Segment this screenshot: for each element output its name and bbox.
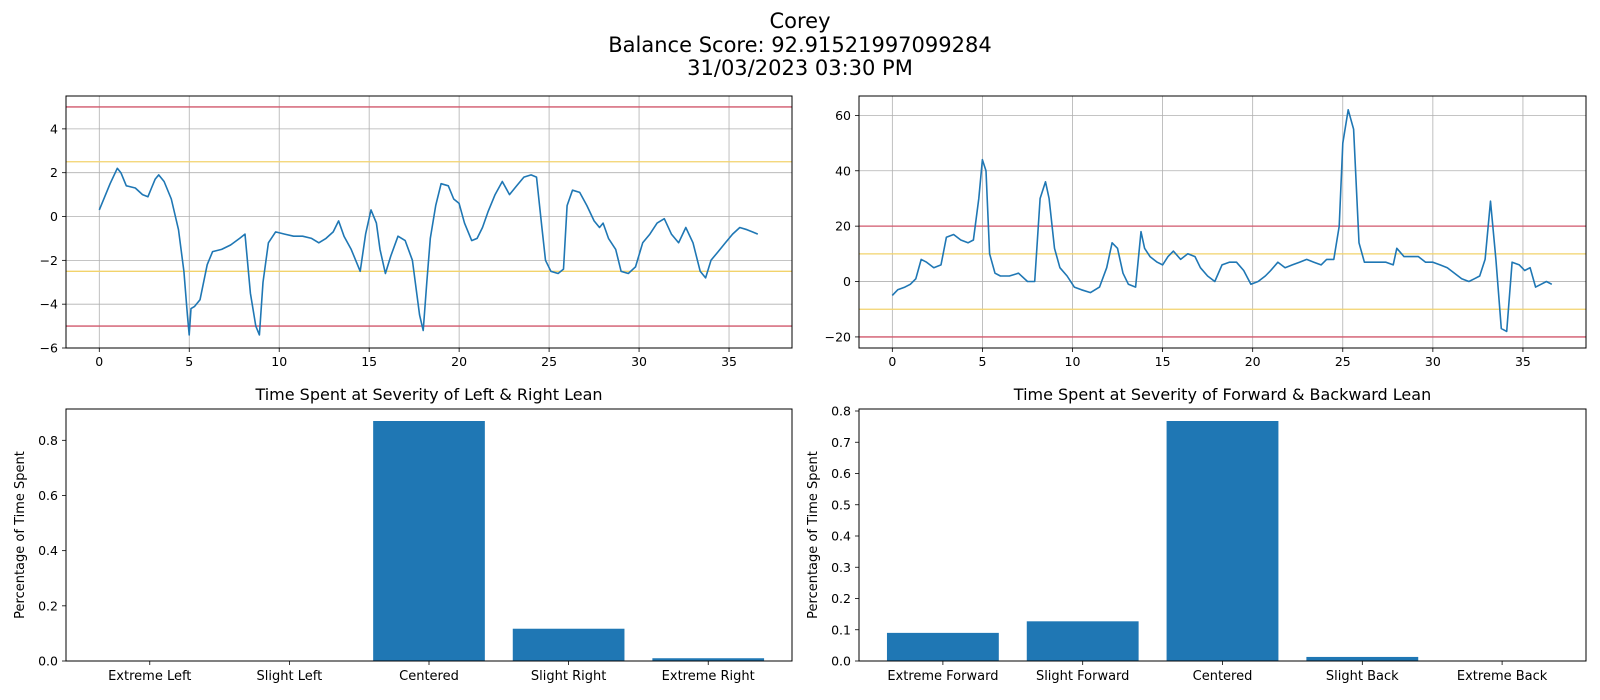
bar-extreme-forward: [886, 632, 999, 661]
bar-slight-back: [1306, 656, 1419, 661]
x-tick-label: 35: [721, 354, 737, 369]
chart-1: 0 5 10 15 20 25 30 35 −6 −4 −2 0 2 4: [40, 95, 793, 369]
y-axis-label: Percentage of Time Spent: [806, 451, 821, 619]
x-tick-label: Slight Left: [257, 669, 323, 684]
y-axis-label: Percentage of Time Spent: [13, 451, 28, 619]
figure-title-balance-score: Balance Score: 92.91521997099284: [608, 33, 992, 57]
x-tick-label: 25: [541, 354, 557, 369]
x-tick-label: 20: [451, 354, 467, 369]
y-tick-label: 0.3: [831, 560, 851, 575]
y-tick-label: 40: [835, 163, 851, 178]
bar-centered: [1166, 421, 1279, 661]
y-tick-label: −20: [825, 329, 851, 344]
y-tick-label: 0.0: [38, 654, 58, 669]
x-tick-label: 25: [1335, 354, 1351, 369]
chart-2: 0 5 10 15 20 25 30 35 −20 0 20 40 60: [825, 95, 1587, 369]
y-tick-label: 0.6: [38, 488, 58, 503]
series-line: [98, 167, 759, 336]
x-tick-label: Extreme Back: [1457, 669, 1548, 684]
y-tick-label: 0.1: [831, 622, 851, 637]
x-tick-label: Extreme Left: [108, 669, 191, 684]
chart-3: Extreme Left Slight Left Centered Slight Ri…: [13, 385, 793, 684]
y-tick-label: −6: [40, 341, 58, 356]
y-tick-label: 0.8: [38, 433, 58, 448]
y-tick-label: 0: [50, 209, 58, 224]
x-tick-label: Centered: [1193, 669, 1253, 684]
y-tick-label: 0.5: [831, 497, 851, 512]
bar-extreme-right: [652, 658, 765, 661]
x-tick-label: 5: [978, 354, 986, 369]
chart-title: Time Spent at Severity of Forward & Back…: [1013, 385, 1431, 404]
x-tick-label: 15: [1155, 354, 1171, 369]
x-tick-label: 15: [361, 354, 377, 369]
y-tick-label: −4: [40, 297, 58, 312]
y-tick-label: 0.2: [831, 591, 851, 606]
y-tick-label: 0.6: [831, 466, 851, 481]
bar-slight-right: [512, 628, 625, 661]
y-tick-label: −2: [40, 253, 58, 268]
x-tick-label: 5: [185, 354, 193, 369]
y-tick-label: 0.4: [831, 529, 851, 544]
axes-frame: [858, 95, 1587, 349]
x-tick-label: 10: [271, 354, 287, 369]
y-tick-label: 0.4: [38, 543, 58, 558]
y-tick-label: 20: [835, 219, 851, 234]
x-tick-label: 30: [1425, 354, 1441, 369]
y-tick-label: 4: [50, 121, 58, 136]
series-line: [891, 109, 1553, 333]
x-tick-label: Extreme Forward: [887, 669, 998, 684]
y-tick-label: 0.2: [38, 598, 58, 613]
axes-frame: [65, 95, 793, 349]
x-tick-label: Slight Right: [531, 669, 606, 684]
x-tick-label: 35: [1515, 354, 1531, 369]
y-tick-label: 2: [50, 165, 58, 180]
x-tick-label: 0: [888, 354, 896, 369]
y-tick-label: 0.8: [831, 404, 851, 419]
x-tick-label: 0: [95, 354, 103, 369]
bar-centered: [373, 421, 485, 661]
figure-title-name: Corey: [769, 9, 831, 33]
y-tick-label: 0.0: [831, 654, 851, 669]
x-tick-label: Slight Back: [1326, 669, 1399, 684]
y-tick-label: 0.7: [831, 435, 851, 450]
x-tick-label: 30: [631, 354, 647, 369]
x-tick-label: Slight Forward: [1036, 669, 1129, 684]
chart-4: Extreme Forward Slight Forward Centered Sli…: [806, 385, 1587, 684]
y-tick-label: 0: [843, 274, 851, 289]
bar-slight-forward: [1026, 621, 1139, 661]
y-tick-label: 60: [835, 108, 851, 123]
x-tick-label: Centered: [399, 669, 459, 684]
figure-title-datetime: 31/03/2023 03:30 PM: [687, 56, 913, 80]
x-tick-label: 20: [1245, 354, 1261, 369]
chart-title: Time Spent at Severity of Left & Right L…: [254, 385, 602, 404]
x-tick-label: Extreme Right: [662, 669, 755, 684]
x-tick-label: 10: [1065, 354, 1081, 369]
